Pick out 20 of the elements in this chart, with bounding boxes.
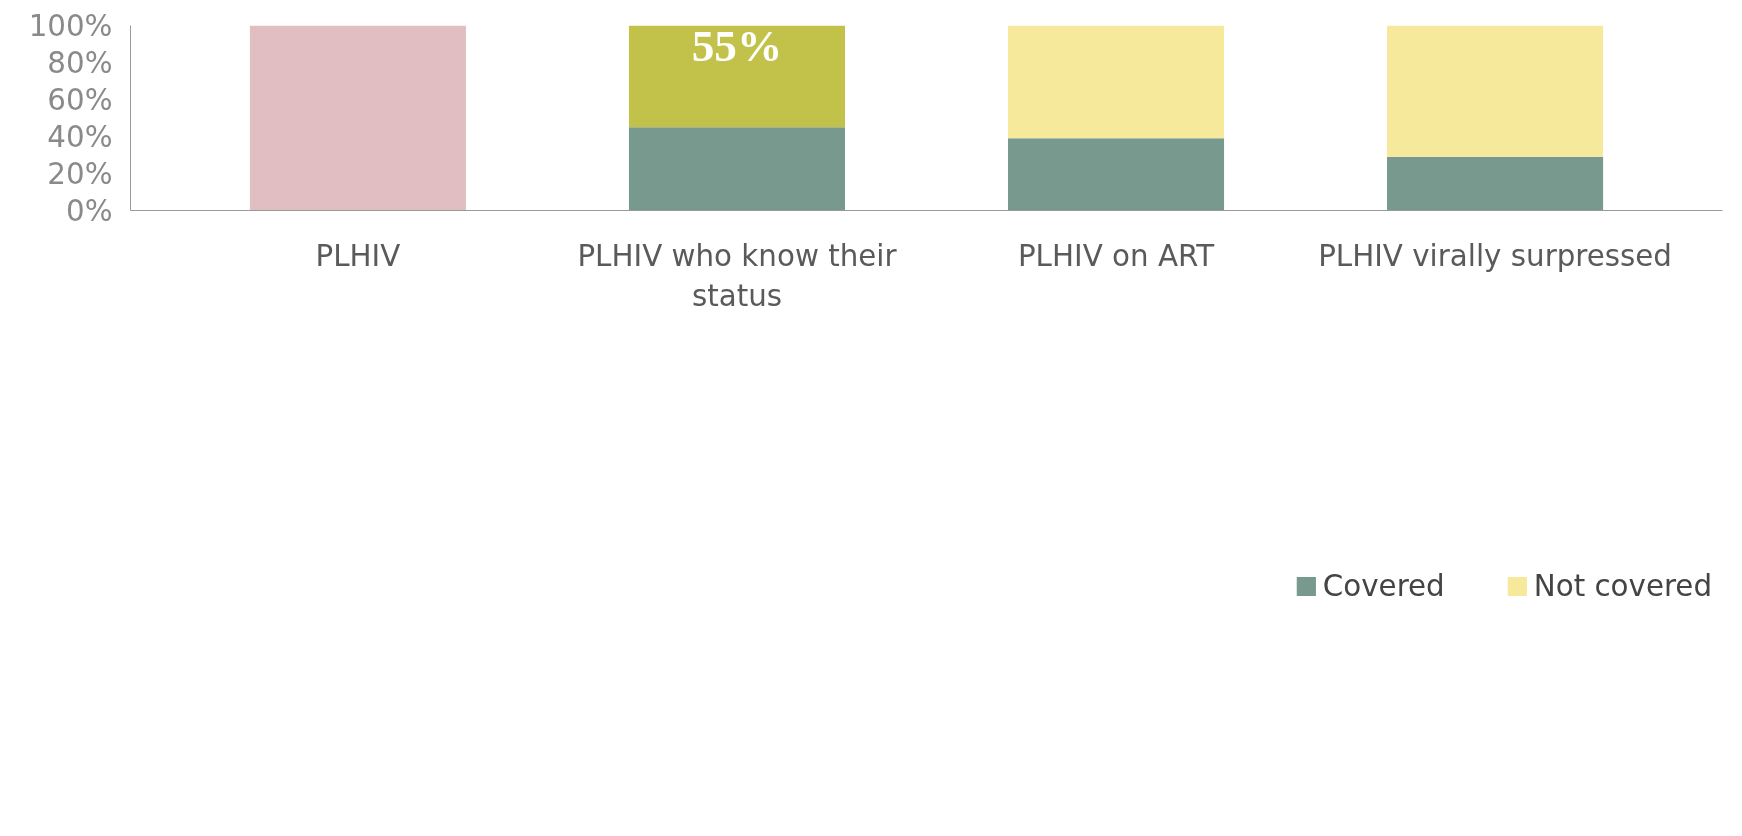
y-tick-label: 80% xyxy=(47,45,113,80)
y-tick-label: 0% xyxy=(65,193,113,228)
y-tick-label: 20% xyxy=(47,156,113,191)
y-tick-label: 40% xyxy=(47,119,113,154)
bar xyxy=(249,25,466,211)
bar xyxy=(628,127,845,211)
legend-label: Not covered xyxy=(1533,569,1712,603)
bar xyxy=(1387,25,1604,157)
data-label: 55% xyxy=(691,20,783,71)
y-tick-label: 100% xyxy=(28,8,113,43)
bar xyxy=(1008,25,1225,139)
x-tick-label: PLHIV xyxy=(315,238,401,273)
x-tick-label: PLHIV virally surpressed xyxy=(1318,238,1672,273)
bar xyxy=(1387,156,1604,211)
bar xyxy=(1008,138,1225,211)
x-tick-label: PLHIV on ART xyxy=(1017,238,1215,273)
y-tick-label: 60% xyxy=(47,82,113,117)
bar xyxy=(628,25,845,128)
legend-label: Covered xyxy=(1322,569,1445,603)
x-tick-label: PLHIV who know their status xyxy=(577,238,898,314)
